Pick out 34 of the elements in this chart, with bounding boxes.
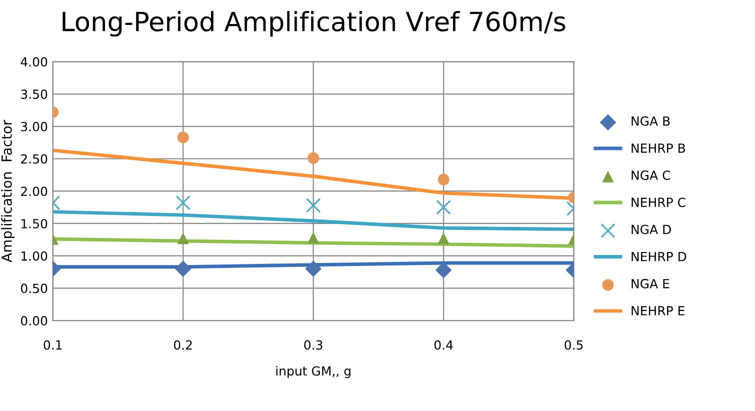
point	[438, 232, 450, 244]
y-tick-label: 4.00	[20, 57, 48, 67]
y-tick-label: 0.50	[20, 284, 48, 294]
y-tick-label: 3.50	[21, 89, 48, 99]
point	[436, 200, 451, 215]
x-tick-label: 0.3	[304, 340, 322, 350]
legend-label: NGA E	[632, 278, 670, 288]
legend-label: NGA D	[632, 224, 671, 234]
point	[308, 152, 320, 164]
y-tick-label: 3.00	[21, 122, 48, 132]
x-tick-label: 0.4	[434, 340, 453, 350]
line-series	[52, 210, 574, 232]
legend-label: NGA B	[632, 116, 670, 126]
y-tick-label: 1.00	[22, 251, 48, 261]
legend-label: NGA C	[632, 170, 670, 180]
legend-label: NEHRP B	[632, 144, 686, 153]
point	[435, 262, 452, 278]
x-tick-label: 0.1	[44, 340, 62, 350]
point	[438, 174, 450, 186]
y-axis-title: Amplification Factor	[1, 120, 15, 262]
y-tick-label: 0.00	[20, 316, 48, 326]
chart-title: Long-Period Amplification Vref 760m/s	[62, 11, 566, 37]
x-tick-label: 0.5	[564, 340, 583, 350]
x-tick-label: 0.2	[174, 340, 192, 350]
x-axis-title: input GM,, g	[276, 366, 350, 378]
y-tick-label: 2.50	[21, 154, 48, 164]
legend-label: NEHRP C	[632, 198, 686, 208]
legend-label: NEHRP E	[632, 306, 684, 316]
y-tick-label: 2.00	[21, 186, 48, 196]
y-tick-label: 1.50	[22, 218, 48, 228]
point	[308, 232, 320, 244]
point	[306, 198, 321, 213]
legend-label: NEHRP D	[632, 252, 686, 262]
point	[305, 260, 322, 278]
